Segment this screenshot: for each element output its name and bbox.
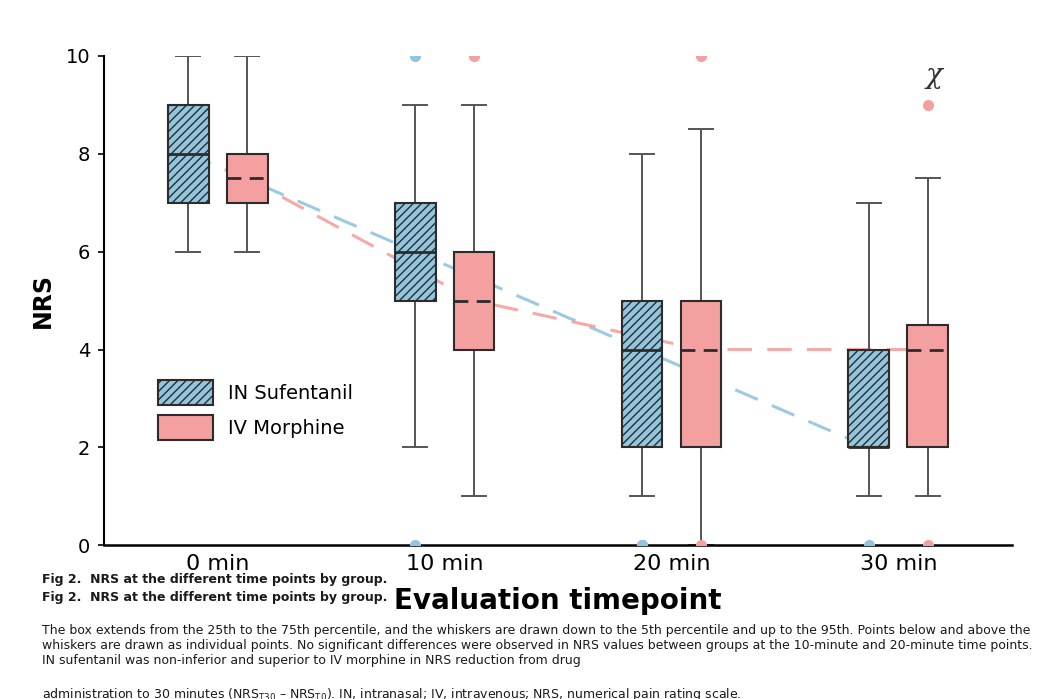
- Text: Fig 2.  NRS at the different time points by group.: Fig 2. NRS at the different time points …: [42, 573, 387, 586]
- X-axis label: Evaluation timepoint: Evaluation timepoint: [394, 587, 722, 615]
- Bar: [622, 301, 662, 447]
- Text: administration to 30 minutes (NRS$_{\mathsf{T30}}$ – NRS$_{\mathsf{T0}}$). IN, i: administration to 30 minutes (NRS$_{\mat…: [42, 686, 742, 699]
- Text: χ: χ: [925, 62, 942, 89]
- Bar: [907, 325, 948, 447]
- Bar: [226, 154, 268, 203]
- Bar: [168, 105, 209, 203]
- Bar: [680, 301, 722, 447]
- Text: The box extends from the 25th to the 75th percentile, and the whiskers are drawn: The box extends from the 25th to the 75t…: [42, 624, 1033, 667]
- Bar: [848, 350, 890, 447]
- Legend: IN Sufentanil, IV Morphine: IN Sufentanil, IV Morphine: [150, 372, 361, 447]
- Bar: [454, 252, 494, 350]
- Y-axis label: NRS: NRS: [30, 273, 54, 328]
- Bar: [394, 203, 436, 301]
- Text: Fig 2.  NRS at the different time points by group.: Fig 2. NRS at the different time points …: [42, 591, 387, 604]
